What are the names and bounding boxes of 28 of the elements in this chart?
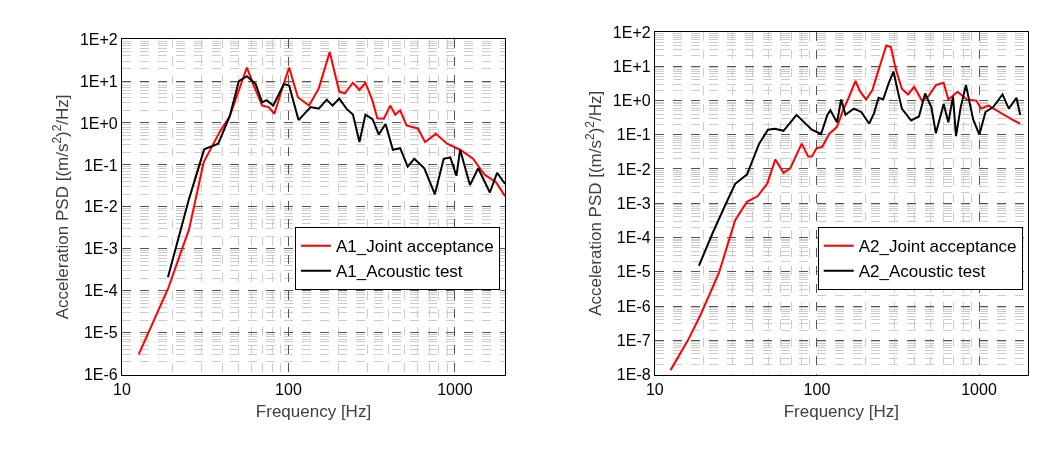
y-tick-label: 1E-1 [83, 156, 118, 174]
y-tick-label: 1E+0 [612, 92, 651, 110]
y-tick-label: 1E-2 [83, 198, 118, 216]
legend-label: A2_Joint acceptance [858, 237, 1017, 257]
y-tick-label: 1E-2 [616, 160, 651, 178]
y-tick-label: 1E-1 [616, 126, 651, 144]
y-tick-label: 1E+1 [79, 72, 118, 90]
x-axis-title: Frequency [Hz] [255, 402, 372, 422]
legend-label: A2_Acoustic test [858, 262, 986, 282]
y-tick-label: 1E-5 [83, 324, 118, 342]
y-tick-label: 1E+2 [79, 30, 118, 48]
x-tick-label: 100 [275, 380, 302, 398]
x-axis-title: Frequency [Hz] [783, 402, 899, 422]
y-tick-label: 1E-4 [83, 282, 118, 300]
legend-label: A1_Joint acceptance [335, 237, 494, 257]
y-tick-label: 1E-4 [616, 229, 651, 247]
legend-label: A1_Acoustic test [335, 262, 463, 282]
y-tick-label: 1E-6 [616, 297, 651, 315]
y-tick-label: 1E+0 [79, 114, 118, 132]
y-tick-label: 1E-3 [616, 194, 651, 212]
y-tick-label: 1E+2 [612, 23, 651, 41]
y-tick-label: 1E-7 [616, 331, 651, 349]
y-tick-label: 1E+1 [612, 57, 651, 75]
y-tick-label: 1E-5 [616, 263, 651, 281]
x-tick-label: 100 [803, 380, 831, 398]
y-tick-label: 1E-3 [83, 240, 118, 258]
x-tick-label: 1000 [437, 380, 473, 398]
x-tick-label: 1000 [961, 380, 997, 398]
